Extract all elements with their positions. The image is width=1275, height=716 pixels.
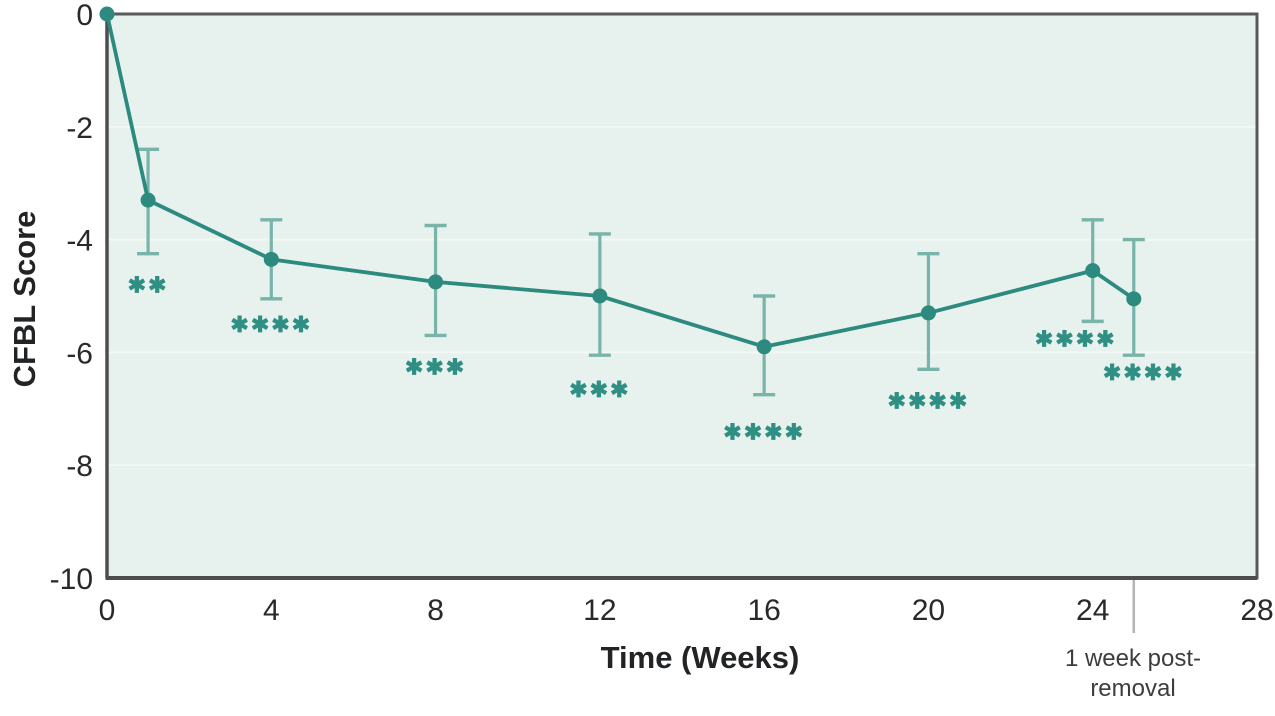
x-tick-label: 24: [1076, 594, 1109, 627]
significance-marker: ✱✱✱: [569, 377, 630, 402]
data-point: [1126, 291, 1142, 307]
significance-marker: ✱✱✱✱: [1103, 360, 1185, 385]
data-point: [756, 339, 772, 355]
post-removal-label-line2: removal: [1090, 675, 1175, 702]
data-point: [1085, 263, 1101, 279]
plot-area: [107, 14, 1257, 578]
x-axis-title: Time (Weeks): [600, 640, 800, 675]
x-tick-label: 16: [747, 594, 780, 627]
data-point: [263, 251, 279, 267]
data-point: [592, 288, 608, 304]
x-tick-label: 28: [1240, 594, 1273, 627]
y-tick-label: -6: [66, 337, 93, 370]
x-tick-label: 20: [912, 594, 945, 627]
x-tick-label: 4: [263, 594, 280, 627]
x-tick-label: 8: [427, 594, 444, 627]
data-point: [140, 192, 156, 208]
data-point: [428, 274, 444, 290]
significance-marker: ✱✱✱✱: [230, 312, 312, 337]
x-tick-label: 12: [583, 594, 616, 627]
significance-marker: ✱✱✱: [405, 355, 466, 380]
y-tick-label: -10: [50, 563, 93, 596]
y-tick-label: -4: [66, 225, 93, 258]
data-point: [920, 305, 936, 321]
significance-marker: ✱✱: [128, 273, 169, 298]
y-tick-label: 0: [76, 0, 93, 32]
y-tick-label: -8: [66, 450, 93, 483]
y-tick-label: -2: [66, 112, 93, 145]
post-removal-label-line1: 1 week post-: [1065, 645, 1201, 672]
significance-marker: ✱✱✱✱: [888, 388, 970, 413]
significance-marker: ✱✱✱✱: [723, 419, 805, 444]
x-tick-label: 0: [99, 594, 116, 627]
data-point: [99, 6, 115, 22]
significance-marker: ✱✱✱✱: [1035, 326, 1117, 351]
